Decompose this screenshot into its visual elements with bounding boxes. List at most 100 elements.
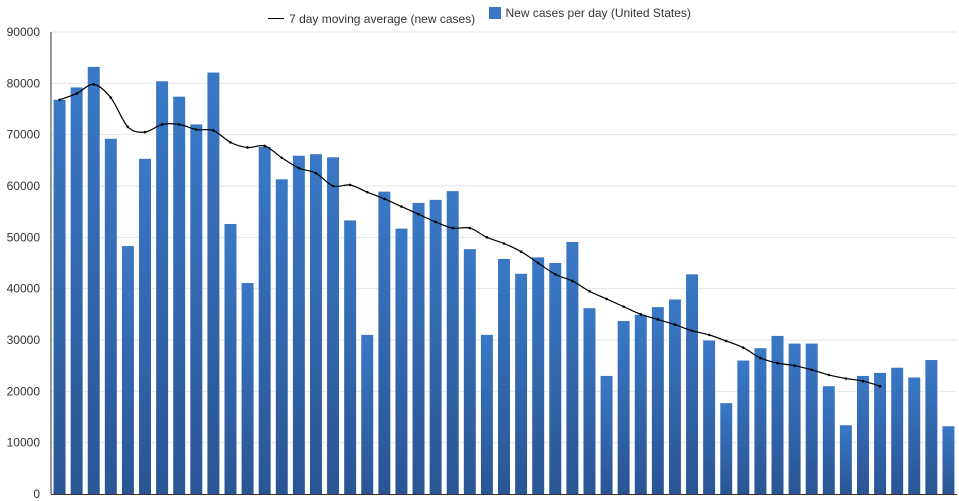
moving-average-point[interactable] xyxy=(160,123,164,126)
legend-item-moving-average[interactable]: 7 day moving average (new cases) xyxy=(268,12,475,26)
bar[interactable] xyxy=(549,263,562,494)
bar[interactable] xyxy=(378,191,391,494)
moving-average-point[interactable] xyxy=(126,125,130,129)
bar[interactable] xyxy=(446,191,459,494)
bar[interactable] xyxy=(668,299,681,494)
moving-average-point[interactable] xyxy=(519,250,523,254)
moving-average-point[interactable] xyxy=(776,361,779,365)
bar[interactable] xyxy=(686,274,699,494)
bar[interactable] xyxy=(583,308,596,494)
bar[interactable] xyxy=(515,273,528,494)
moving-average-point[interactable] xyxy=(246,146,249,149)
bar[interactable] xyxy=(190,124,203,495)
moving-average-point[interactable] xyxy=(878,384,882,388)
moving-average-point[interactable] xyxy=(177,123,181,126)
bar[interactable] xyxy=(480,334,493,494)
moving-average-point[interactable] xyxy=(536,261,540,265)
bar[interactable] xyxy=(207,72,220,494)
moving-average-point[interactable] xyxy=(451,226,455,230)
bar[interactable] xyxy=(224,223,237,494)
moving-average-point[interactable] xyxy=(400,205,403,208)
bar[interactable] xyxy=(703,340,716,494)
bar[interactable] xyxy=(104,138,117,495)
moving-average-point[interactable] xyxy=(485,236,489,239)
moving-average-point[interactable] xyxy=(605,297,608,301)
bar[interactable] xyxy=(275,179,288,494)
bar[interactable] xyxy=(805,343,818,494)
moving-average-point[interactable] xyxy=(759,356,762,360)
bar[interactable] xyxy=(395,228,408,494)
bar[interactable] xyxy=(327,157,340,494)
moving-average-point[interactable] xyxy=(724,339,728,343)
bar[interactable] xyxy=(53,99,66,494)
moving-average-point[interactable] xyxy=(280,156,284,160)
bar[interactable] xyxy=(720,403,733,494)
bar[interactable] xyxy=(70,87,83,494)
bar[interactable] xyxy=(412,202,425,494)
moving-average-point[interactable] xyxy=(588,289,591,293)
bar[interactable] xyxy=(463,249,476,494)
bar[interactable] xyxy=(156,81,169,494)
bar[interactable] xyxy=(839,425,852,494)
bar[interactable] xyxy=(173,96,186,495)
bar[interactable] xyxy=(925,360,938,494)
moving-average-point[interactable] xyxy=(314,171,318,175)
bar[interactable] xyxy=(942,426,955,494)
moving-average-point[interactable] xyxy=(331,184,335,188)
moving-average-point[interactable] xyxy=(656,318,660,321)
bar[interactable] xyxy=(891,367,904,494)
moving-average-point[interactable] xyxy=(502,242,506,245)
bar[interactable] xyxy=(139,158,152,494)
moving-average-point[interactable] xyxy=(793,364,796,367)
bar[interactable] xyxy=(634,314,647,494)
bar[interactable] xyxy=(600,375,613,494)
bar[interactable] xyxy=(361,334,374,494)
moving-average-point[interactable] xyxy=(673,323,677,326)
bar[interactable] xyxy=(874,372,887,494)
moving-average-point[interactable] xyxy=(263,144,266,148)
moving-average-point[interactable] xyxy=(742,346,745,350)
moving-average-point[interactable] xyxy=(365,190,369,194)
moving-average-point[interactable] xyxy=(348,183,352,187)
bar[interactable] xyxy=(498,258,510,494)
moving-average-point[interactable] xyxy=(229,141,232,144)
moving-average-point[interactable] xyxy=(827,373,831,377)
moving-average-point[interactable] xyxy=(639,313,643,316)
moving-average-point[interactable] xyxy=(417,212,420,216)
moving-average-point[interactable] xyxy=(58,98,61,102)
bar[interactable] xyxy=(87,66,100,494)
bar[interactable] xyxy=(822,386,835,494)
bar[interactable] xyxy=(121,246,134,494)
bar[interactable] xyxy=(908,377,921,494)
moving-average-point[interactable] xyxy=(195,128,198,131)
moving-average-point[interactable] xyxy=(707,333,711,337)
moving-average-point[interactable] xyxy=(212,129,215,132)
moving-average-point[interactable] xyxy=(571,279,574,283)
moving-average-point[interactable] xyxy=(468,226,472,230)
bar[interactable] xyxy=(651,307,664,494)
bar[interactable] xyxy=(617,321,630,494)
moving-average-point[interactable] xyxy=(75,92,78,95)
moving-average-point[interactable] xyxy=(109,96,113,100)
moving-average-point[interactable] xyxy=(553,272,557,276)
bar[interactable] xyxy=(532,257,545,494)
moving-average-point[interactable] xyxy=(92,83,96,86)
bar[interactable] xyxy=(754,348,767,494)
moving-average-point[interactable] xyxy=(844,377,848,380)
bar[interactable] xyxy=(429,199,442,495)
moving-average-point[interactable] xyxy=(622,305,625,308)
bar[interactable] xyxy=(566,241,579,494)
moving-average-point[interactable] xyxy=(383,197,386,201)
bar[interactable] xyxy=(241,283,254,494)
bar[interactable] xyxy=(258,146,271,494)
bar[interactable] xyxy=(856,375,869,494)
bar[interactable] xyxy=(737,360,750,494)
bar[interactable] xyxy=(771,335,784,494)
bar[interactable] xyxy=(788,343,801,494)
moving-average-point[interactable] xyxy=(861,379,865,383)
moving-average-point[interactable] xyxy=(434,220,437,224)
legend-item-new-cases[interactable]: New cases per day (United States) xyxy=(488,6,691,20)
moving-average-point[interactable] xyxy=(143,130,147,134)
bar[interactable] xyxy=(309,154,322,494)
moving-average-point[interactable] xyxy=(810,368,813,372)
